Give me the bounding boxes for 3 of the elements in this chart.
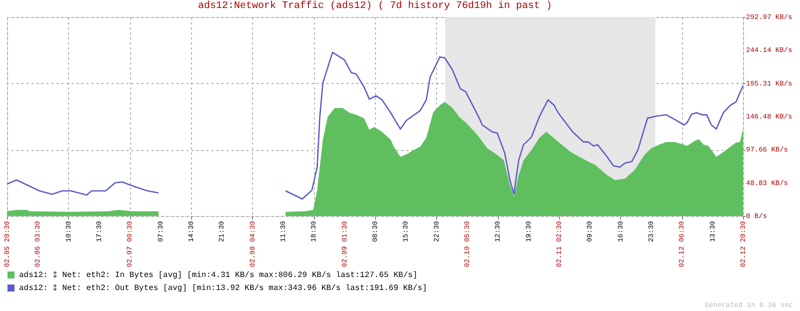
legend-label: ads12: ‡ Net: eth2: In Bytes [avg] [min:4.31 KB/s max:806.29 KB/s last:127.65 KB/s]	[19, 271, 418, 280]
legend-label: ads12: ‡ Net: eth2: Out Bytes [avg] [min:13.92 KB/s max:343.96 KB/s last:191.69 KB/s]	[19, 284, 428, 293]
chart-title: ads12:Network Traffic (ads12) ( 7d history 76d19h in past )	[198, 0, 552, 12]
